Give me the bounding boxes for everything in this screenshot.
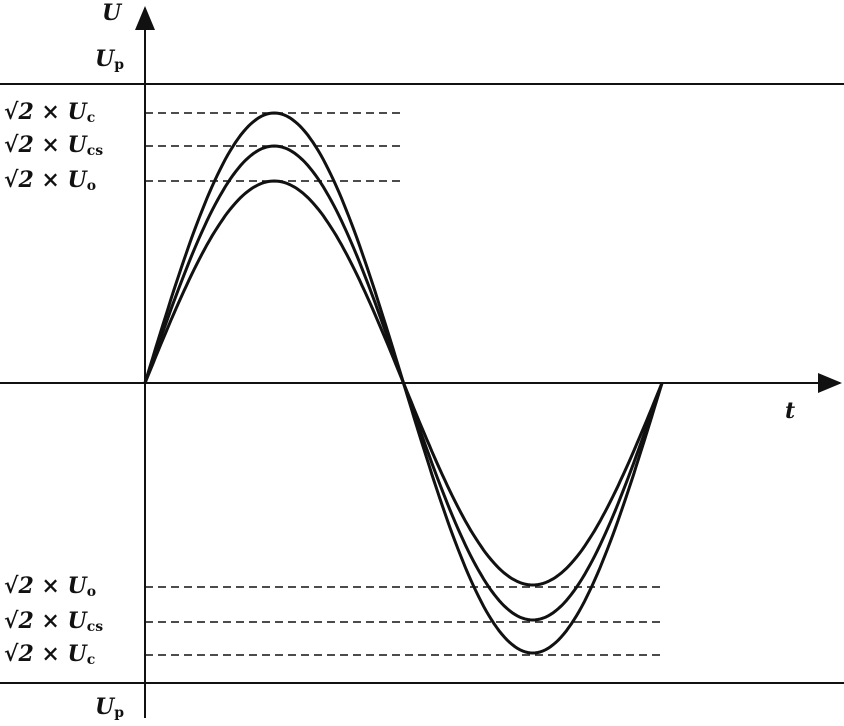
label-sub: p <box>114 705 124 721</box>
level-label: Up <box>95 694 124 721</box>
label-main: √2 × U <box>4 608 89 634</box>
level-label: √2 × Uc <box>4 99 95 126</box>
label-sub: o <box>87 584 96 600</box>
level-label: Up <box>95 46 124 73</box>
sine-curve <box>143 179 664 587</box>
label-main: U <box>95 46 116 72</box>
label-sub: cs <box>87 143 104 159</box>
label-sub: c <box>87 652 96 668</box>
level-label: √2 × Ucs <box>4 608 103 635</box>
label-main: U <box>95 694 116 720</box>
label-main: √2 × U <box>4 99 89 125</box>
y-axis-label: U <box>102 0 123 26</box>
label-sub: c <box>87 110 96 126</box>
level-label: √2 × Ucs <box>4 132 103 159</box>
level-label: √2 × Uo <box>4 573 96 600</box>
level-label: √2 × Uo <box>4 167 96 194</box>
label-main: √2 × U <box>4 573 89 599</box>
label-main: √2 × U <box>4 641 89 667</box>
label-sub: p <box>114 57 124 73</box>
label-main: √2 × U <box>4 167 89 193</box>
x-axis-label: t <box>785 398 795 424</box>
label-sub: cs <box>87 619 104 635</box>
label-sub: o <box>87 178 96 194</box>
curves <box>143 111 664 655</box>
label-main: √2 × U <box>4 132 89 158</box>
level-label: √2 × Uc <box>4 641 95 668</box>
